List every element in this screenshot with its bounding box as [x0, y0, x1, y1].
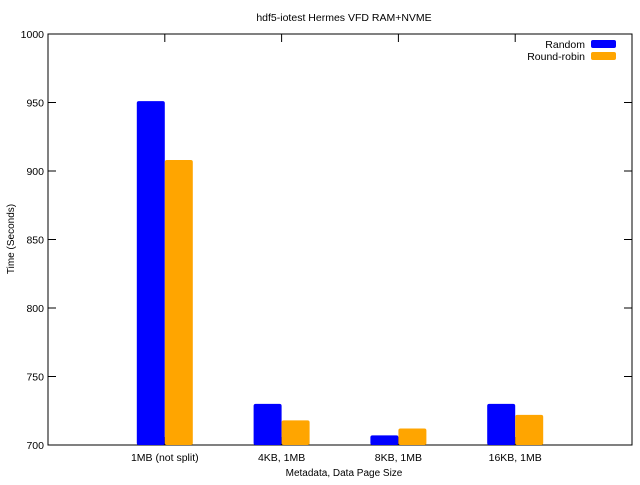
chart-title: hdf5-iotest Hermes VFD RAM+NVME	[256, 12, 431, 24]
x-axis-label: Metadata, Data Page Size	[286, 468, 403, 479]
x-axis-ticks: 1MB (not split) 4KB, 1MB 8KB, 1MB 16KB, 1MB	[131, 34, 542, 464]
y-tick-label: 950	[26, 98, 44, 110]
y-tick-label: 700	[26, 440, 44, 452]
y-tick-label: 750	[26, 372, 44, 384]
y-axis-label: Time (Seconds)	[6, 204, 17, 274]
bar-group	[136, 101, 544, 446]
plot-area: 700 750 800 850 900 950 1000 1MB (not split) 4K…	[21, 29, 633, 464]
legend-label: Round-robin	[527, 51, 585, 63]
x-tick-label: 1MB (not split)	[131, 452, 199, 464]
bar-random	[253, 403, 282, 445]
bar-round-robin	[281, 420, 310, 445]
x-tick-label: 16KB, 1MB	[489, 452, 542, 464]
x-tick-label: 8KB, 1MB	[375, 452, 422, 464]
y-tick-label: 800	[26, 303, 44, 315]
y-tick-label: 850	[26, 235, 44, 247]
y-tick-label: 900	[26, 166, 44, 178]
bar-random	[370, 435, 399, 445]
legend-swatch	[591, 40, 616, 48]
bar-round-robin	[164, 160, 193, 446]
y-tick-label: 1000	[21, 29, 45, 41]
bar-random	[487, 403, 516, 445]
plot-frame	[47, 33, 633, 446]
legend-label: Random	[545, 39, 585, 51]
legend-swatch	[591, 52, 616, 60]
bar-random	[136, 101, 165, 445]
bar-round-robin	[515, 414, 544, 445]
y-axis-ticks: 700 750 800 850 900 950 1000	[21, 29, 632, 452]
bar-round-robin	[398, 428, 427, 445]
x-tick-label: 4KB, 1MB	[258, 452, 305, 464]
